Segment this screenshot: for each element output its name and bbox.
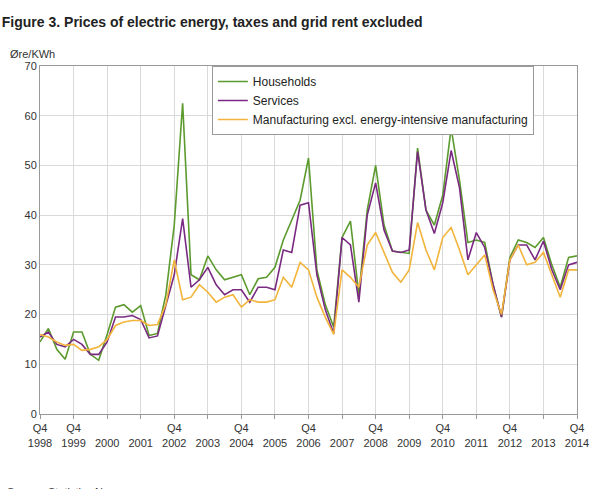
svg-text:2011: 2011 <box>464 422 488 448</box>
svg-text:Øre/KWh: Øre/KWh <box>10 48 55 60</box>
svg-text:Q41998: Q41998 <box>28 422 52 448</box>
svg-text:Q42004: Q42004 <box>229 422 253 448</box>
svg-text:Q42006: Q42006 <box>296 422 320 448</box>
svg-text:Households: Households <box>253 75 316 89</box>
svg-text:60: 60 <box>25 110 37 122</box>
svg-text:2001: 2001 <box>128 422 152 448</box>
svg-text:20: 20 <box>25 308 37 320</box>
svg-text:2007: 2007 <box>330 422 354 448</box>
svg-text:2013: 2013 <box>531 422 555 448</box>
svg-text:70: 70 <box>25 60 37 72</box>
svg-text:40: 40 <box>25 209 37 221</box>
svg-text:Source: Statistics Norway.: Source: Statistics Norway. <box>7 486 135 489</box>
svg-text:Q42010: Q42010 <box>431 422 455 448</box>
svg-text:Q41999: Q41999 <box>61 422 85 448</box>
svg-text:Services: Services <box>253 94 299 108</box>
svg-text:Q42012: Q42012 <box>498 422 522 448</box>
svg-text:50: 50 <box>25 159 37 171</box>
svg-text:Manufacturing excl. energy-int: Manufacturing excl. energy-intensive man… <box>253 113 528 127</box>
svg-text:0: 0 <box>31 408 37 420</box>
svg-text:Q42014: Q42014 <box>565 422 589 448</box>
svg-text:2009: 2009 <box>397 422 421 448</box>
svg-text:2003: 2003 <box>196 422 220 448</box>
svg-text:Q42008: Q42008 <box>363 422 387 448</box>
svg-text:10: 10 <box>25 358 37 370</box>
svg-text:2000: 2000 <box>95 422 119 448</box>
svg-text:Figure 3. Prices of electric e: Figure 3. Prices of electric energy, tax… <box>2 14 423 30</box>
svg-text:2005: 2005 <box>263 422 287 448</box>
svg-text:30: 30 <box>25 259 37 271</box>
svg-text:Q42002: Q42002 <box>162 422 186 448</box>
